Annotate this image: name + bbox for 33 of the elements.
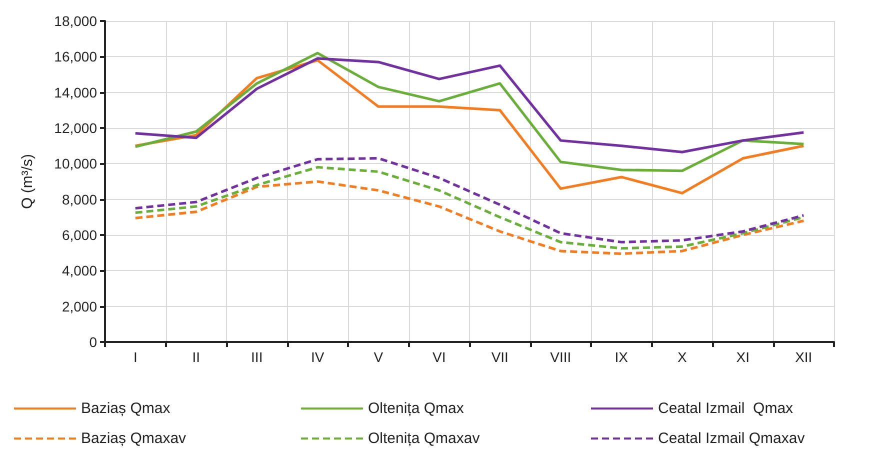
legend-label: Oltenița Qmaxav: [368, 430, 480, 447]
legend-label: Baziaș Qmaxav: [81, 430, 187, 447]
x-tick-label: VI: [432, 349, 446, 365]
x-tick-label: IX: [614, 349, 629, 365]
x-tick-label: III: [251, 349, 263, 365]
line-series: [134, 157, 805, 244]
line-series: [134, 57, 805, 154]
line-series: [134, 52, 805, 172]
legend-label: Ceatal Izmail Qmaxav: [658, 430, 806, 447]
legend-label: Ceatal Izmail Qmax: [658, 400, 794, 417]
x-tick-label: II: [192, 349, 200, 365]
y-tick-label: 0: [89, 334, 98, 350]
legend-label: Baziaș Qmax: [81, 400, 171, 417]
y-tick-label: 2,000: [62, 298, 98, 314]
line-series: [134, 180, 805, 256]
x-tick-label: XII: [795, 349, 812, 365]
y-tick-label: 18,000: [54, 13, 98, 29]
x-tick-label: VII: [491, 349, 508, 365]
y-tick-label: 4,000: [62, 262, 98, 279]
y-axis-title: Q (m³/s): [19, 154, 36, 209]
x-tick-label: VIII: [550, 349, 572, 365]
y-tick-label: 16,000: [54, 48, 98, 65]
y-tick-label: 6,000: [62, 227, 98, 243]
legend-label: Oltenița Qmax: [368, 400, 464, 417]
x-tick-label: XI: [736, 349, 750, 365]
x-tick-label: X: [677, 349, 688, 365]
y-tick-label: 14,000: [54, 84, 98, 100]
y-tick-label: 12,000: [54, 120, 98, 136]
x-tick-label: V: [374, 349, 384, 365]
y-tick-label: 8,000: [62, 191, 98, 208]
y-tick-label: 10,000: [54, 156, 98, 172]
x-tick-label: IV: [311, 349, 325, 365]
x-tick-label: I: [133, 349, 138, 365]
